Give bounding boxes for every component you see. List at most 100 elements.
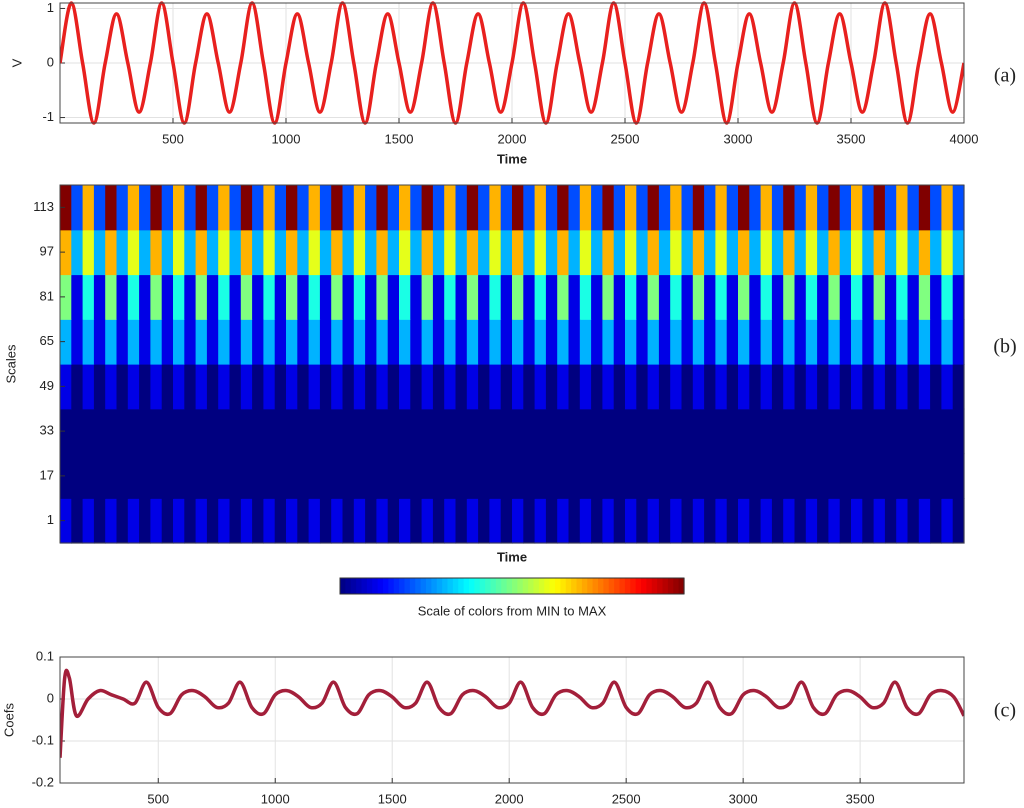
heat-cell [376,364,389,410]
heat-cell [195,364,208,410]
heat-cell [478,364,490,410]
heat-cell [252,364,264,410]
heat-cell [410,274,423,320]
heat-cell [421,185,434,231]
heat-cell [71,364,84,410]
x-axis-label: Time [497,151,527,166]
heat-cell [263,185,276,231]
heat-cell [771,498,784,544]
heat-cell [365,229,377,276]
heat-cell [907,319,920,365]
heat-cell [918,319,931,365]
heat-cell [240,453,253,499]
heat-cell [455,185,468,231]
heat-cell [365,319,377,365]
heat-cell [828,364,841,410]
heat-cell [399,185,411,231]
colorbar-swatch [544,578,551,594]
colorbar-swatch [383,578,389,594]
heat-cell [896,364,909,410]
heat-cell [749,498,762,544]
heat-cell [647,408,660,455]
y-axis-label: V [9,58,24,67]
heat-cell [805,319,818,365]
colorbar-swatch [646,578,653,594]
colorbar-swatch [522,578,529,594]
heat-cell [399,453,411,499]
heat-cell [286,274,298,320]
heat-cell [60,453,72,499]
heat-cell [455,274,468,320]
heat-cell [365,274,377,320]
colorbar-swatch [345,578,352,594]
heat-cell [60,364,72,410]
heat-cell [794,319,807,365]
colorbar-swatch [624,578,631,594]
heat-cell [771,453,784,499]
heat-cell [218,185,231,231]
colorbar-swatch [657,578,664,594]
heat-cell [545,364,558,410]
heat-cell [884,319,897,365]
heat-cell [218,274,231,320]
heat-cell [319,498,332,544]
heat-cell [353,185,366,231]
heat-cell [783,364,796,410]
heat-cell [455,453,468,499]
colorbar-swatch [517,578,524,594]
x-tick-label: 1500 [378,791,407,806]
heat-cell [647,185,660,231]
heat-cell [478,498,490,544]
heat-cell [760,364,773,410]
heat-cell [173,185,185,231]
heat-cell [127,185,140,231]
heat-cell [941,185,954,231]
heat-cell [862,364,875,410]
heat-cell [512,185,524,231]
heat-cell [184,229,197,276]
heat-cell [387,185,400,231]
heat-cell [342,229,355,276]
heat-cell [862,319,875,365]
heat-cell [444,185,457,231]
colorbar-swatch [635,578,642,594]
colorbar-swatch [641,578,647,594]
heat-cell [252,229,264,276]
heat-cell [884,229,897,276]
heat-cell [240,498,253,544]
heat-cell [839,498,852,544]
heat-cell [783,408,796,455]
heat-cell [421,498,434,544]
heat-cell [150,185,163,231]
heat-cell [692,229,705,276]
heat-cell [229,229,242,276]
colorbar-swatch [608,578,615,594]
heat-cell [455,229,468,276]
heat-cell [297,498,310,544]
heat-cell [704,229,716,276]
heat-cell [715,319,728,365]
heat-cell [331,274,344,320]
heat-cell [105,498,118,544]
heat-cell [444,408,457,455]
heat-cell [783,498,796,544]
heat-cell [297,364,310,410]
colorbar-swatch [512,578,518,594]
heat-cell [150,408,163,455]
colorbar-swatch [377,578,384,594]
heat-cell [500,498,513,544]
heat-cell [602,229,615,276]
heat-cell [771,408,784,455]
heat-cell [489,185,502,231]
heat-cell [421,453,434,499]
x-tick-label: 500 [162,131,184,146]
heat-cell [263,364,276,410]
colorbar-swatch [565,578,572,594]
heat-cell [738,453,750,499]
heat-cell [139,229,151,276]
heat-cell [319,319,332,365]
heat-cell [591,185,603,231]
heat-cell [229,319,242,365]
y-tick-label: 17 [40,467,54,482]
heat-cell [636,364,649,410]
